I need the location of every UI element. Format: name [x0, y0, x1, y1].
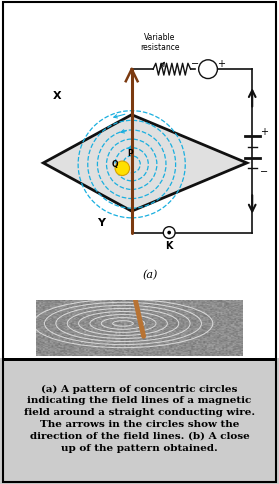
- Circle shape: [163, 227, 175, 239]
- Text: X: X: [52, 91, 61, 101]
- Text: P: P: [128, 149, 133, 158]
- Polygon shape: [43, 115, 247, 211]
- Text: K: K: [165, 242, 173, 252]
- Text: Variable
resistance: Variable resistance: [140, 33, 180, 52]
- Text: Q: Q: [112, 161, 118, 169]
- Circle shape: [115, 161, 129, 176]
- Text: −: −: [260, 167, 268, 177]
- Text: (a) A pattern of concentric circles
indicating the field lines of a magnetic
fie: (a) A pattern of concentric circles indi…: [24, 384, 255, 453]
- Text: (b): (b): [133, 361, 146, 370]
- Bar: [3, 358, 276, 361]
- Text: Y: Y: [97, 218, 105, 228]
- Circle shape: [199, 60, 217, 78]
- Text: A: A: [205, 65, 211, 74]
- Text: (a): (a): [143, 270, 158, 281]
- Text: −: −: [191, 59, 199, 69]
- Text: +: +: [217, 59, 225, 69]
- Circle shape: [167, 231, 171, 234]
- Text: +: +: [260, 127, 268, 137]
